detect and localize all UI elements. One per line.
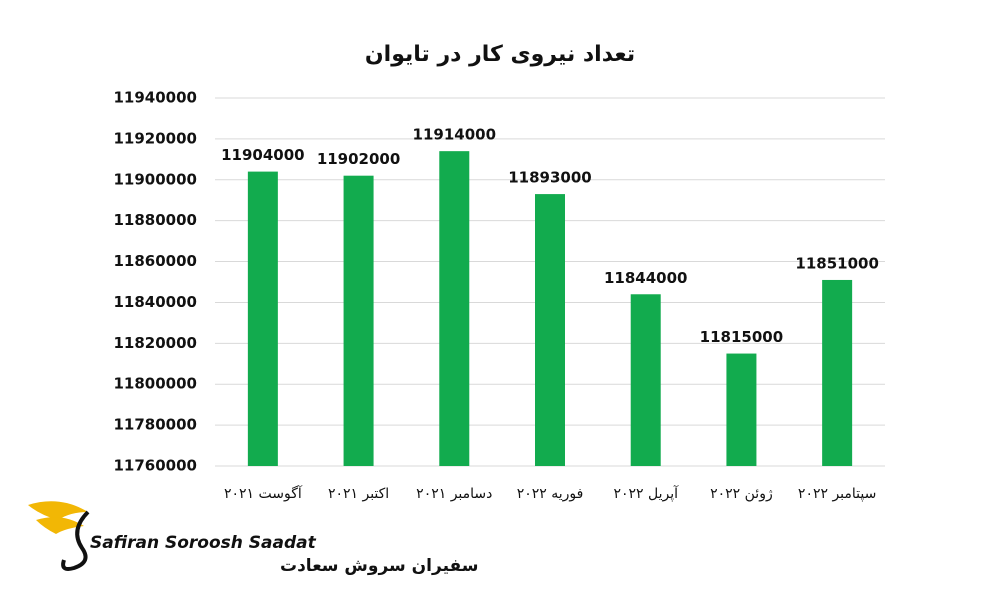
data-label: 11914000 — [413, 126, 497, 144]
logo-mark — [61, 510, 90, 571]
data-label: 11844000 — [604, 269, 688, 287]
x-tick-label: سپتامبر ۲۰۲۲ — [798, 486, 876, 502]
bar — [343, 175, 374, 466]
y-tick-label: 11780000 — [114, 416, 198, 434]
data-label: 11893000 — [508, 169, 592, 187]
logo: Safiran Soroosh Saadat سفیران سروش سعادت — [28, 501, 478, 576]
bar — [439, 151, 470, 466]
bar — [630, 294, 661, 466]
data-label: 11902000 — [317, 150, 401, 168]
logo-text-en: Safiran Soroosh Saadat — [90, 533, 317, 553]
y-tick-label: 11840000 — [114, 293, 198, 311]
data-label: 11851000 — [795, 254, 879, 272]
x-tick-label: اکتبر ۲۰۲۱ — [328, 486, 389, 502]
x-tick-label: ژوئن ۲۰۲۲ — [710, 486, 773, 502]
bar — [726, 353, 757, 466]
x-tick-label: دسامبر ۲۰۲۱ — [416, 486, 492, 502]
bar — [822, 279, 853, 466]
data-label: 11904000 — [221, 146, 305, 164]
data-label: 11815000 — [700, 328, 784, 346]
y-tick-label: 11900000 — [114, 170, 198, 188]
y-tick-label: 11760000 — [114, 457, 198, 475]
y-tick-label: 11860000 — [114, 252, 198, 270]
x-tick-label: فوریه ۲۰۲۲ — [517, 486, 584, 502]
y-tick-label: 11800000 — [114, 375, 198, 393]
y-tick-label: 11920000 — [114, 129, 198, 147]
logo-wing — [36, 517, 84, 534]
y-tick-label: 11940000 — [114, 89, 198, 107]
chart-title: تعداد نیروی کار در تایوان — [365, 42, 635, 67]
y-tick-label: 11820000 — [114, 334, 198, 352]
bar — [247, 171, 278, 466]
y-tick-label: 11880000 — [114, 211, 198, 229]
logo-text-fa: سفیران سروش سعادت — [280, 556, 478, 576]
logo-wing — [28, 501, 88, 520]
x-tick-label: آپریل ۲۰۲۲ — [613, 485, 679, 502]
x-tick-label: آگوست ۲۰۲۱ — [224, 485, 303, 502]
bar — [535, 194, 565, 467]
